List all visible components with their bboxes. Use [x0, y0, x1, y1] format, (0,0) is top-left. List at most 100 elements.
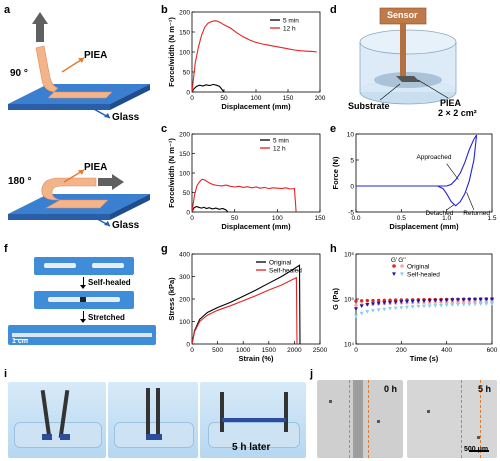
legend-label: Original [269, 260, 292, 267]
series-line [191, 276, 298, 345]
x-tick-label: 2000 [287, 347, 302, 354]
piea-strip-90 [35, 45, 113, 99]
data-point [490, 302, 494, 306]
x-tick-label: 0 [190, 215, 194, 222]
data-point [399, 306, 404, 310]
data-point [359, 299, 364, 303]
legend-marker-original-gdoubleprime [400, 264, 404, 268]
y-axis-label: G (Pa) [331, 287, 340, 310]
data-point [399, 300, 404, 304]
panel-label-h: h [330, 243, 337, 255]
x-axis-label: Time (s) [410, 354, 439, 363]
x-tick-label: 200 [396, 347, 407, 354]
x-axis-label: Displacement (mm) [389, 222, 459, 231]
data-point [382, 298, 387, 303]
data-point [354, 299, 358, 303]
peel-180-chart: 0 50 100 150 0 50 100 150 200 Displacement (mm) Fo… [167, 132, 326, 232]
x-tick-label: 50 [231, 215, 239, 222]
series-line [191, 205, 229, 213]
returned-annotation: Returned [463, 210, 490, 217]
panel-label-b: b [161, 4, 168, 16]
returned-pointer [466, 192, 475, 211]
x-tick-label: 150 [315, 215, 326, 222]
data-point [467, 297, 472, 302]
legend-label: Self-healed [269, 268, 302, 275]
data-point [371, 309, 375, 313]
data-point [359, 304, 364, 308]
series-line [191, 20, 317, 93]
x-tick-label: 1.0 [442, 215, 451, 222]
detached-pointer [446, 204, 455, 211]
legend-header-gdoubleprime: G'' [398, 257, 406, 264]
data-point [478, 302, 483, 306]
data-point [354, 307, 358, 311]
y-tick-label: 200 [179, 132, 190, 139]
data-point [456, 303, 460, 307]
pull-arrow-right-head [112, 174, 124, 190]
data-point [405, 305, 409, 310]
data-point [473, 297, 477, 302]
data-point [359, 311, 364, 316]
peel-90-schematic [8, 12, 150, 119]
legend-label: 12 h [283, 26, 296, 33]
underwater-photo-1 [8, 382, 106, 458]
piea-square [396, 76, 420, 82]
legend-label: 12 h [273, 146, 286, 153]
peel-180-schematic [8, 169, 150, 227]
y-tick-label: 200 [179, 297, 190, 304]
data-point [439, 298, 443, 303]
data-point [388, 307, 392, 311]
five-hours-later-label: 5 h later [232, 442, 271, 453]
data-point [444, 303, 449, 308]
data-point [422, 304, 426, 309]
pull-arrow-up-head [32, 12, 48, 24]
dumbbell-photo-middle [34, 291, 134, 309]
x-axis-label: Displacement (mm) [221, 102, 291, 111]
x-tick-label: 100 [251, 95, 262, 102]
data-point [484, 302, 489, 306]
y-tick-label: 10⁴ [344, 342, 354, 349]
sensor-rod [400, 24, 406, 76]
piea-label-bottom: PIEA [84, 162, 108, 173]
self-healed-step-label: Self-healed [88, 278, 131, 287]
substrate-label: Substrate [348, 101, 390, 111]
data-point [354, 314, 358, 318]
legend-label-selfhealed: Self-healed [407, 272, 440, 279]
approached-pointer [446, 163, 459, 180]
y-axis-label: Stress (kPa) [167, 277, 176, 321]
angle-90-label: 90 ° [10, 68, 28, 79]
x-tick-label: 0 [354, 347, 358, 354]
y-tick-label: 200 [179, 10, 190, 17]
y-tick-label: 400 [179, 252, 190, 259]
data-point [490, 297, 494, 302]
stretched-step-label: Stretched [88, 313, 125, 322]
panel-label-g: g [161, 243, 168, 255]
pull-arrow-right-shaft [98, 178, 112, 186]
micrograph-0h [317, 380, 403, 458]
panel-label-e: e [330, 123, 337, 135]
plot-frame [191, 133, 321, 213]
data-point [382, 301, 387, 305]
data-point [365, 298, 370, 303]
data-point [473, 302, 477, 307]
data-point [416, 299, 421, 304]
piea-area-label: 2 × 2 cm² [438, 108, 477, 118]
sensor-label: Sensor [387, 10, 418, 20]
underwater-photo-3 [200, 382, 306, 458]
data-point [422, 299, 426, 303]
y-tick-label: 10 [347, 132, 355, 139]
data-point [444, 298, 449, 303]
data-point [456, 298, 460, 302]
dumbbell-photo-top [34, 257, 134, 275]
legend-label: 5 min [283, 18, 299, 25]
x-tick-label: 1500 [262, 347, 277, 354]
x-tick-label: 600 [487, 347, 498, 354]
data-point [427, 304, 432, 308]
peel-90-chart: 0 50 100 150 200 0 50 100 150 200 Displacement (mm… [167, 10, 326, 112]
series-line [191, 178, 297, 213]
x-tick-label: 50 [220, 95, 228, 102]
x-axis-label: Strain (%) [238, 354, 274, 363]
x-tick-label: 0.5 [397, 215, 406, 222]
y-tick-label: 0 [186, 342, 190, 349]
micrograph-0h-label: 0 h [384, 384, 398, 394]
